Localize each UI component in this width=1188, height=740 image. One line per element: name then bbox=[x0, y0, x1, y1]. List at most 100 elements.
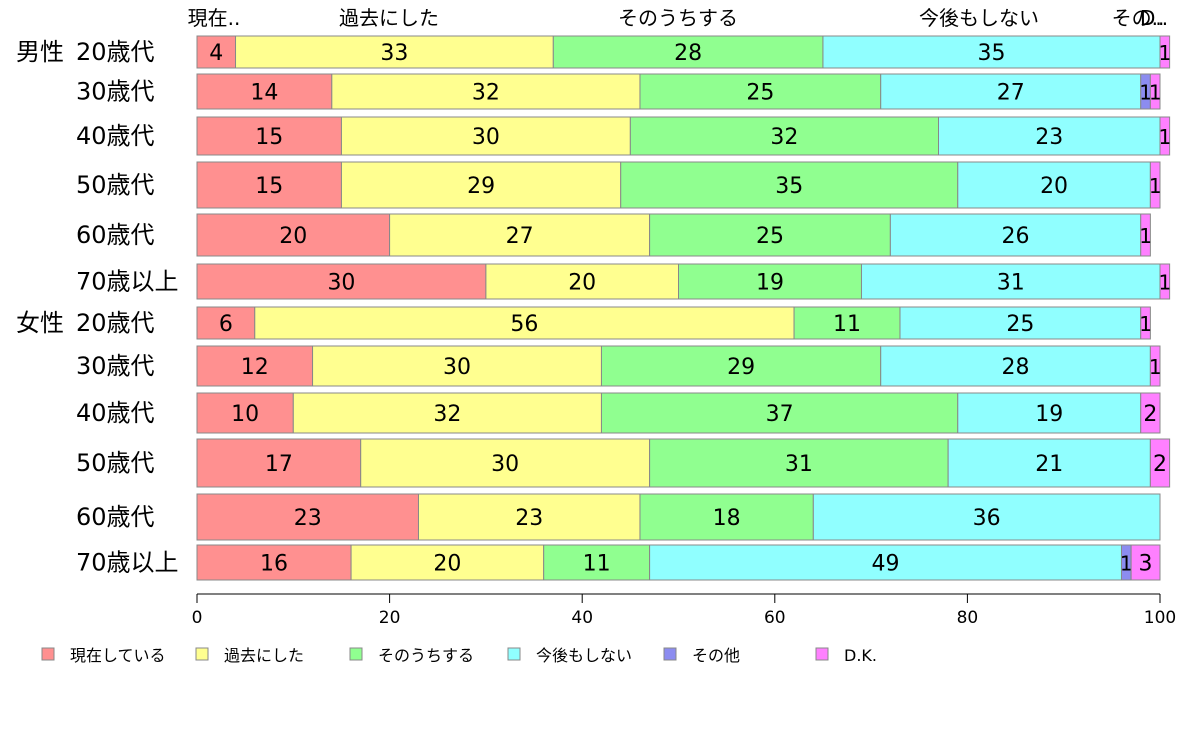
bar-segment bbox=[649, 438, 949, 488]
bar-value-label: 32 bbox=[433, 402, 461, 427]
bar-value-label: 1 bbox=[1149, 355, 1162, 379]
bar-value-label: 49 bbox=[872, 552, 900, 577]
bar-value-label: 21 bbox=[1035, 452, 1063, 477]
bar-segment bbox=[1140, 306, 1151, 340]
bar-segment bbox=[389, 213, 651, 257]
row-label: 20歳代 bbox=[76, 38, 155, 66]
bar-value-label: 20 bbox=[433, 552, 461, 577]
row-label: 50歳代 bbox=[76, 449, 155, 477]
bar-segment bbox=[196, 213, 391, 257]
bar-value-label: 11 bbox=[833, 312, 861, 337]
bar-segment bbox=[1159, 35, 1171, 69]
bar-value-label: 20 bbox=[1040, 174, 1068, 199]
bar-value-label: 28 bbox=[674, 41, 702, 66]
bar-segment bbox=[938, 116, 1161, 156]
bar-segment bbox=[639, 493, 814, 541]
bar-segment bbox=[1159, 116, 1171, 156]
bar-segment bbox=[196, 544, 352, 581]
bar-value-label: 30 bbox=[327, 271, 355, 296]
legend-label: その他 bbox=[692, 646, 740, 665]
bar-value-label: 1 bbox=[1158, 41, 1171, 65]
legend-label: 現在している bbox=[70, 646, 166, 665]
row-label: 50歳代 bbox=[76, 171, 155, 199]
row-label: 60歳代 bbox=[76, 221, 155, 249]
row-label: 40歳代 bbox=[76, 122, 155, 150]
bar-value-label: 15 bbox=[255, 125, 283, 150]
bar-segment bbox=[889, 213, 1142, 257]
header-label: D.. bbox=[1140, 6, 1168, 30]
legend-swatch bbox=[195, 647, 209, 661]
bar-value-label: 56 bbox=[510, 312, 538, 337]
bar-value-label: 37 bbox=[766, 402, 794, 427]
legend-label: 今後もしない bbox=[536, 646, 632, 665]
bar-segment bbox=[1149, 73, 1161, 110]
bar-segment bbox=[235, 35, 554, 69]
bar-value-label: 18 bbox=[713, 506, 741, 531]
header-label: 過去にした bbox=[339, 6, 439, 30]
bar-value-label: 1 bbox=[1149, 174, 1162, 198]
x-tick-label: 20 bbox=[379, 608, 401, 628]
bar-value-label: 1 bbox=[1120, 552, 1133, 576]
legend-swatch bbox=[41, 647, 55, 661]
bar-segment bbox=[417, 493, 641, 541]
bar-value-label: 31 bbox=[785, 452, 813, 477]
bar-segment bbox=[1140, 392, 1161, 434]
bar-segment bbox=[196, 116, 342, 156]
bar-value-label: 29 bbox=[467, 174, 495, 199]
legend-swatch bbox=[349, 647, 363, 661]
bar-value-label: 19 bbox=[1035, 402, 1063, 427]
bar-segment bbox=[196, 392, 294, 434]
bar-segment bbox=[629, 116, 940, 156]
bar-value-label: 17 bbox=[265, 452, 293, 477]
bar-value-label: 27 bbox=[997, 81, 1025, 106]
bar-value-label: 30 bbox=[443, 355, 471, 380]
legend-swatch bbox=[815, 647, 829, 661]
bar-value-label: 23 bbox=[1035, 125, 1063, 150]
x-tick-label: 0 bbox=[192, 608, 203, 628]
row-label: 70歳以上 bbox=[76, 549, 179, 577]
bar-value-label: 35 bbox=[775, 174, 803, 199]
bar-segment bbox=[254, 306, 795, 340]
bar-value-label: 20 bbox=[568, 271, 596, 296]
bar-value-label: 27 bbox=[506, 224, 534, 249]
bar-segment bbox=[899, 306, 1142, 340]
bar-segment bbox=[552, 35, 824, 69]
bar-segment bbox=[292, 392, 602, 434]
bar-segment bbox=[196, 73, 333, 110]
legend-swatch bbox=[663, 647, 677, 661]
bar-value-label: 28 bbox=[1002, 355, 1030, 380]
bar-segment bbox=[331, 73, 641, 110]
bar-segment bbox=[196, 35, 237, 69]
bar-value-label: 1 bbox=[1139, 224, 1152, 248]
bar-value-label: 36 bbox=[973, 506, 1001, 531]
bar-value-label: 20 bbox=[279, 224, 307, 249]
bar-value-label: 25 bbox=[746, 81, 774, 106]
bar-value-label: 25 bbox=[756, 224, 784, 249]
group-label: 女性 bbox=[16, 309, 64, 337]
bar-segment bbox=[196, 161, 342, 209]
bar-value-label: 1 bbox=[1139, 312, 1152, 336]
bar-segment bbox=[1149, 438, 1171, 488]
row-label: 70歳以上 bbox=[76, 268, 179, 296]
bar-value-label: 3 bbox=[1139, 552, 1153, 577]
row-label: 20歳代 bbox=[76, 309, 155, 337]
row-label: 60歳代 bbox=[76, 503, 155, 531]
legend-label: 過去にした bbox=[224, 646, 304, 665]
bar-value-label: 16 bbox=[260, 552, 288, 577]
row-label: 40歳代 bbox=[76, 399, 155, 427]
bar-segment bbox=[812, 493, 1161, 541]
bar-segment bbox=[620, 161, 959, 209]
bar-value-label: 23 bbox=[294, 506, 322, 531]
bar-segment bbox=[1149, 345, 1161, 387]
bar-value-label: 25 bbox=[1006, 312, 1034, 337]
x-tick-label: 60 bbox=[764, 608, 786, 628]
bar-value-label: 30 bbox=[472, 125, 500, 150]
bar-segment bbox=[649, 544, 1122, 581]
bar-segment bbox=[350, 544, 545, 581]
bar-segment bbox=[880, 345, 1151, 387]
bar-value-label: 11 bbox=[583, 552, 611, 577]
bar-segment bbox=[1149, 161, 1161, 209]
bar-segment bbox=[957, 392, 1142, 434]
